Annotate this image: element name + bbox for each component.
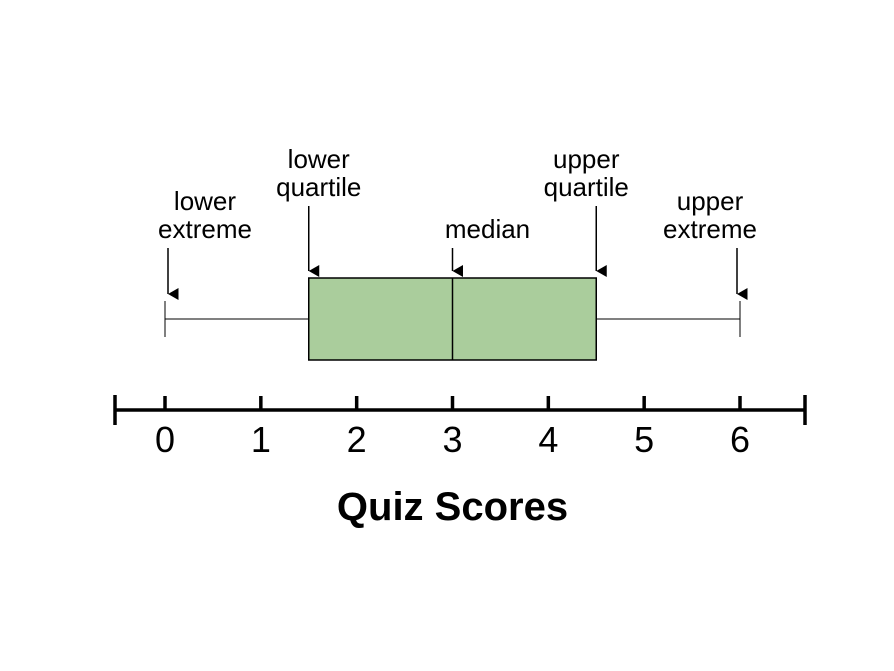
annotation-label: extreme: [158, 214, 252, 244]
annotation-label: upper: [677, 186, 744, 216]
chart-title: Quiz Scores: [337, 485, 568, 529]
annotation-label: upper: [553, 144, 620, 174]
axis-tick-label: 6: [730, 419, 750, 460]
axis-ticks: [165, 396, 740, 410]
axis-tick-label: 3: [442, 419, 462, 460]
axis-tick-label: 5: [634, 419, 654, 460]
boxplot-chart: 0123456 lowerextremelowerquartilemedianu…: [0, 0, 894, 671]
annotation-label: lower: [288, 144, 350, 174]
annotation-label: quartile: [276, 172, 361, 202]
box: [309, 278, 597, 360]
boxplot-svg: 0123456 lowerextremelowerquartilemedianu…: [0, 0, 894, 671]
axis: 0 1 2 3 4 5 6: [115, 395, 805, 460]
annotation-label: lower: [174, 186, 236, 216]
axis-tick-labels: 0 1 2 3 4 5 6: [155, 419, 750, 460]
annotation-label: median: [445, 214, 530, 244]
axis-tick-label: 2: [347, 419, 367, 460]
annotation-label: extreme: [663, 214, 757, 244]
axis-tick-label: 0: [155, 419, 175, 460]
axis-tick-label: 4: [538, 419, 558, 460]
axis-tick-label: 1: [251, 419, 271, 460]
annotations: lowerextremelowerquartilemedianupperquar…: [158, 144, 757, 294]
annotation-label: quartile: [544, 172, 629, 202]
